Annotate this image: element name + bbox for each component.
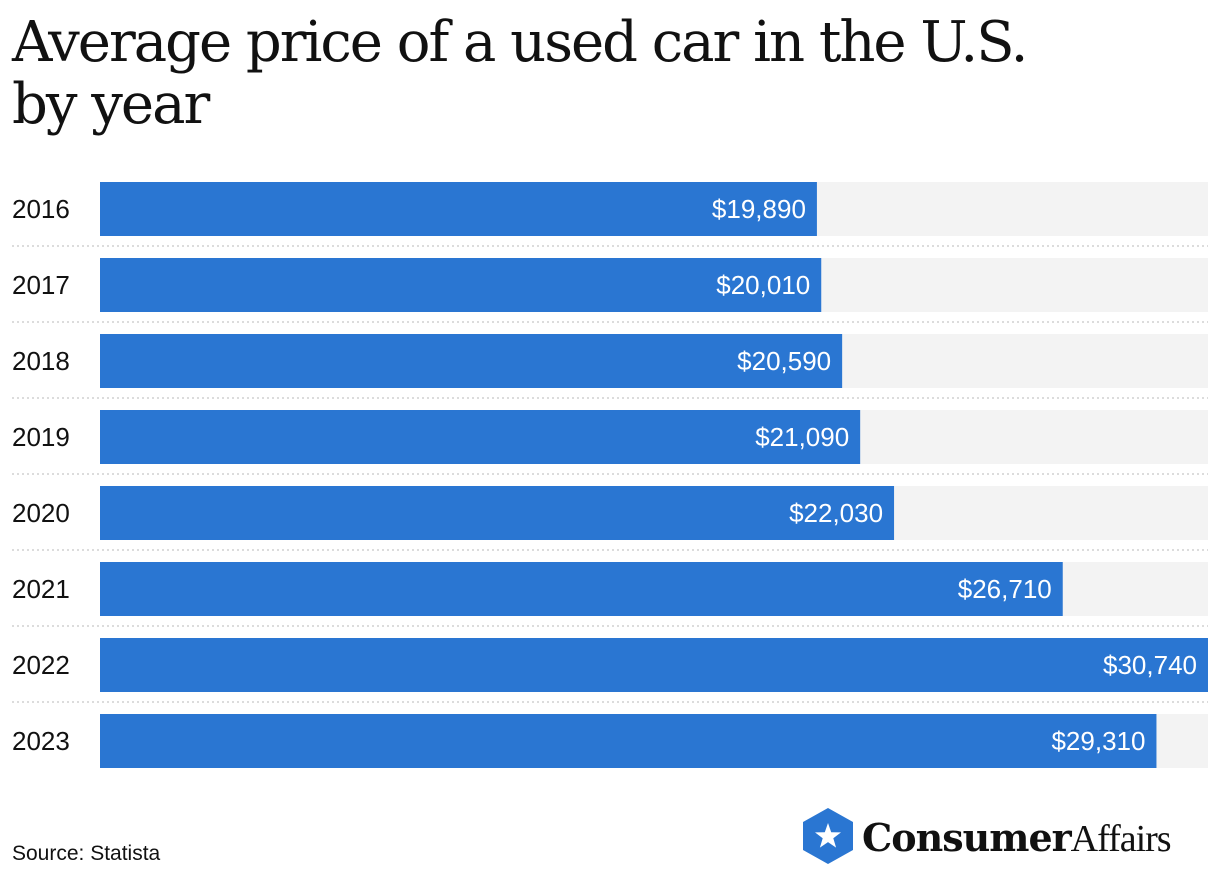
- year-label: 2016: [12, 194, 70, 224]
- bar-row: 2019 $21,090: [12, 410, 1208, 475]
- value-label: $30,740: [1103, 650, 1197, 680]
- bar-row: 2021 $26,710: [12, 562, 1208, 627]
- year-label: 2020: [12, 498, 70, 528]
- logo-text-regular: Affairs: [1070, 818, 1172, 860]
- year-label: 2018: [12, 346, 70, 376]
- bar: [100, 638, 1208, 692]
- bar-row: 2023 $29,310: [12, 714, 1208, 768]
- bar-row: 2016 $19,890: [12, 182, 1208, 247]
- source-note: Source: Statista: [12, 842, 161, 865]
- value-label: $22,030: [789, 498, 883, 528]
- bar-row: 2022 $30,740: [12, 638, 1208, 703]
- bar: [100, 562, 1063, 616]
- year-label: 2023: [12, 726, 70, 756]
- bar-row: 2018 $20,590: [12, 334, 1208, 399]
- logo-text-bold: Consumer: [862, 815, 1072, 860]
- bar: [100, 258, 822, 312]
- star-shield-icon: [803, 808, 853, 864]
- value-label: $20,590: [737, 346, 831, 376]
- year-label: 2021: [12, 574, 70, 604]
- bar-chart: 2016 $19,890 2017 $20,010 2018 $20,590 2019 $21…: [12, 182, 1208, 768]
- chart-title: Average price of a used car in the U.S. …: [12, 12, 1202, 136]
- bar-row: 2017 $20,010: [12, 258, 1208, 323]
- bar: [100, 714, 1157, 768]
- consumeraffairs-logo: ConsumerAffairs: [800, 806, 1210, 870]
- value-label: $21,090: [755, 422, 849, 452]
- title-line-2: by year: [12, 72, 210, 137]
- value-label: $26,710: [958, 574, 1052, 604]
- year-label: 2022: [12, 650, 70, 680]
- year-label: 2019: [12, 422, 70, 452]
- value-label: $29,310: [1051, 726, 1145, 756]
- year-label: 2017: [12, 270, 70, 300]
- bar: [100, 182, 817, 236]
- value-label: $20,010: [716, 270, 810, 300]
- bar-row: 2020 $22,030: [12, 486, 1208, 551]
- bar: [100, 334, 843, 388]
- title-line-1: Average price of a used car in the U.S.: [12, 10, 1028, 75]
- logo-wordmark: ConsumerAffairs: [862, 815, 1172, 861]
- value-label: $19,890: [712, 194, 806, 224]
- bar: [100, 410, 861, 464]
- bar: [100, 486, 895, 540]
